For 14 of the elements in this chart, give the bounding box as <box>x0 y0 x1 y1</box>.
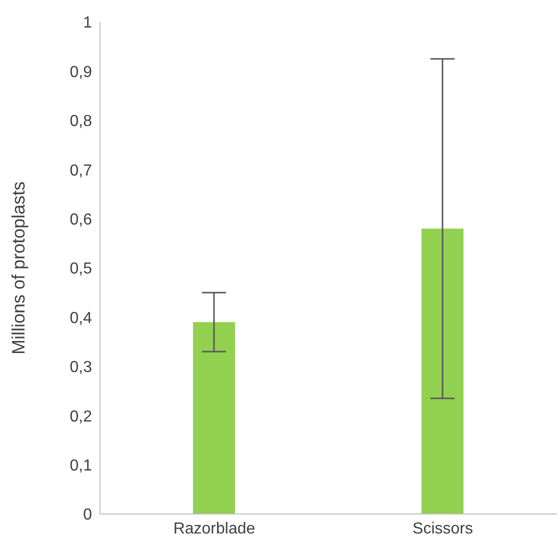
y-tick-label: 0,7 <box>70 162 92 180</box>
y-tick-label: 0,3 <box>70 359 92 376</box>
y-axis-title: Millions of protoplasts <box>8 181 28 355</box>
y-tick-label: 1 <box>83 14 92 32</box>
y-tick-label: 0,6 <box>70 211 92 228</box>
y-tick-label: 0,2 <box>70 408 92 426</box>
x-tick-label: Scissors <box>412 520 473 538</box>
y-tick-label: 0 <box>83 506 92 524</box>
y-tick-label: 0,1 <box>70 457 92 474</box>
y-tick-label: 0,8 <box>70 113 92 130</box>
y-tick-label: 0,5 <box>70 260 92 278</box>
x-tick-label: Razorblade <box>173 520 256 538</box>
y-tick-label: 0,9 <box>70 64 92 81</box>
y-tick-label: 0,4 <box>70 310 92 327</box>
